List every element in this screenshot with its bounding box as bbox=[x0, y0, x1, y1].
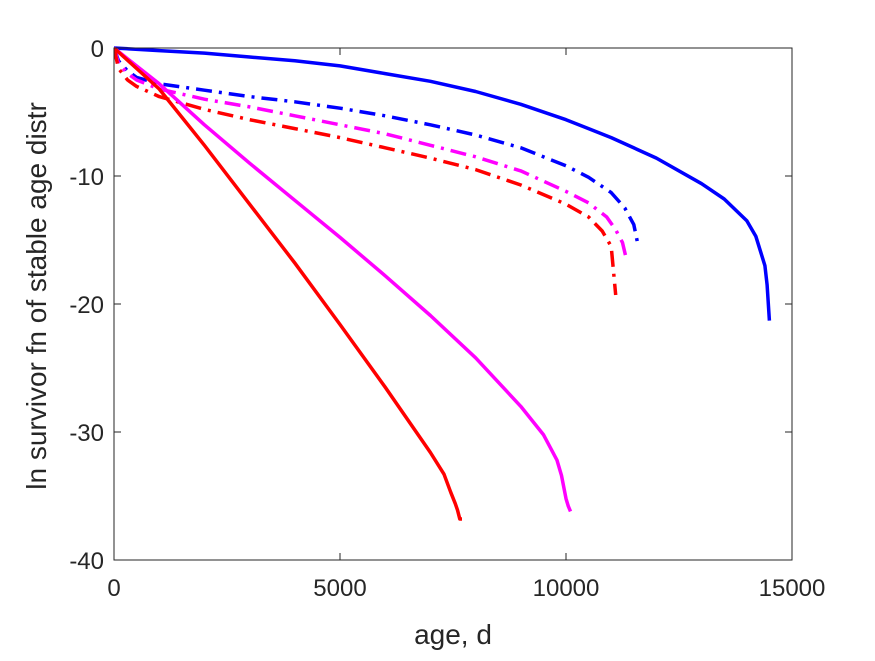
plot-area bbox=[114, 46, 772, 521]
series-line-4 bbox=[114, 47, 618, 296]
y-axis-label: ln survivor fn of stable age distr bbox=[21, 102, 52, 490]
y-tick-label: -30 bbox=[69, 420, 104, 447]
y-tick-label: -20 bbox=[69, 292, 104, 319]
series-layer bbox=[114, 46, 772, 521]
y-tick-label: -40 bbox=[69, 548, 104, 575]
x-tick-label: 5000 bbox=[313, 575, 366, 602]
y-tick-label: 0 bbox=[91, 36, 104, 63]
series-line-2 bbox=[114, 47, 641, 247]
x-tick-label: 10000 bbox=[533, 575, 600, 602]
y-tick-label: -10 bbox=[69, 164, 104, 191]
series-line-5 bbox=[114, 46, 573, 513]
plot-frame bbox=[113, 47, 793, 561]
axes: 0 5000 10000 15000 0 -10 -20 -30 -40 bbox=[69, 36, 825, 602]
series-line-6 bbox=[114, 46, 462, 521]
series-line-3 bbox=[114, 47, 629, 263]
series-line-1 bbox=[114, 46, 772, 321]
x-tick-label: 0 bbox=[107, 575, 120, 602]
x-tick-label: 15000 bbox=[759, 575, 826, 602]
x-axis-label: age, d bbox=[414, 619, 492, 650]
